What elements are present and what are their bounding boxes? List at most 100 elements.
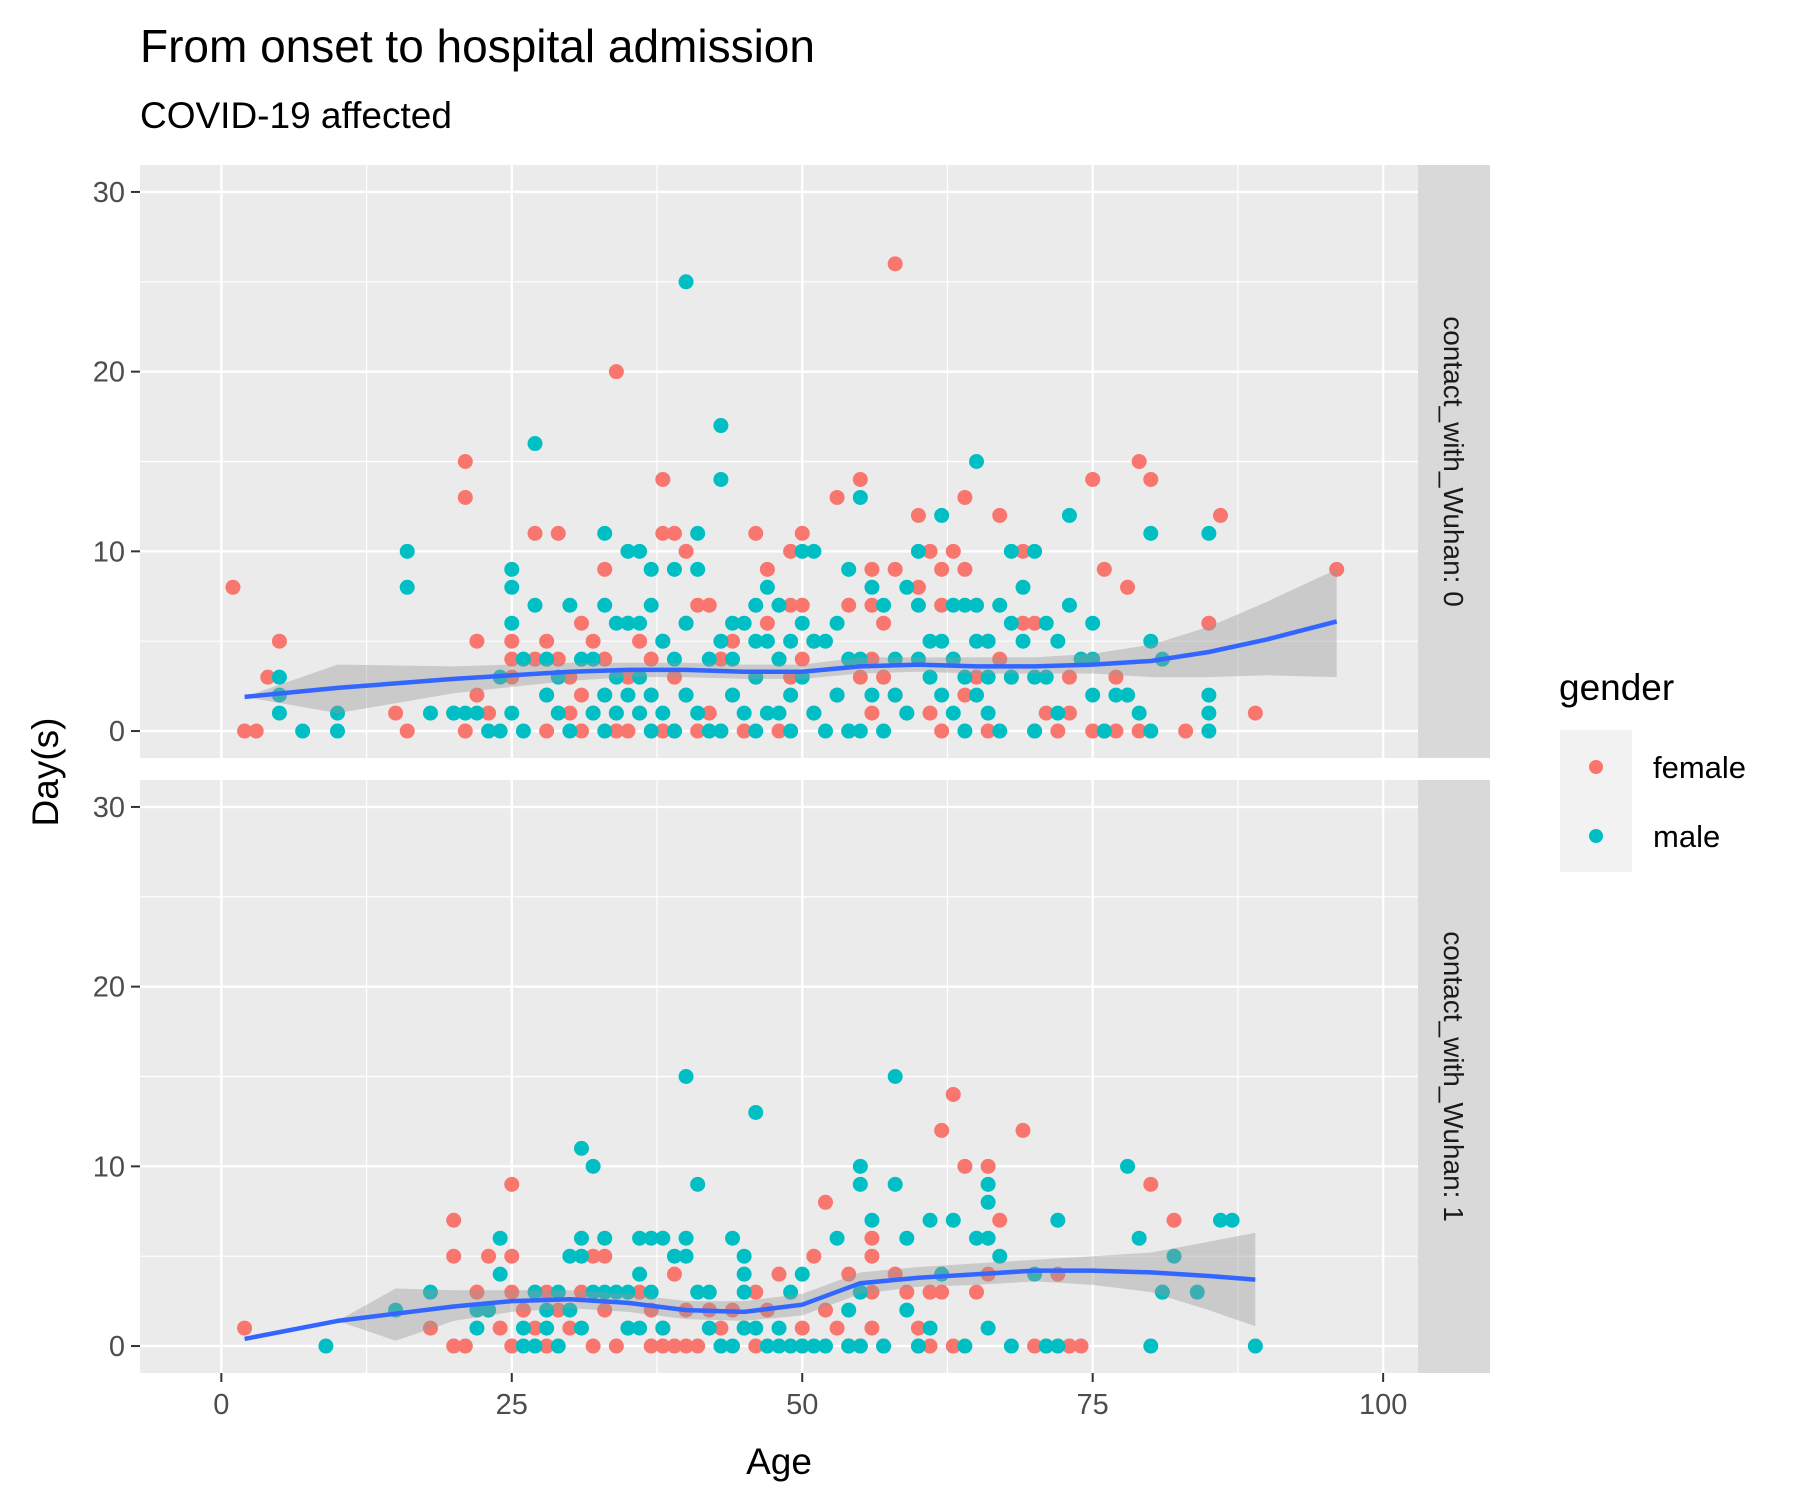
point-male	[725, 615, 741, 631]
point-male	[759, 633, 775, 649]
point-male	[515, 1320, 531, 1336]
point-male	[736, 615, 752, 631]
point-male	[632, 1230, 648, 1246]
point-female	[852, 471, 868, 487]
point-male	[446, 705, 462, 721]
point-male	[1085, 687, 1101, 703]
point-female	[620, 669, 636, 685]
point-male	[655, 1230, 671, 1246]
point-female	[539, 723, 555, 739]
point-male	[597, 525, 613, 541]
y-tick-label: 10	[93, 536, 125, 568]
point-male	[945, 597, 961, 613]
point-male	[841, 1338, 857, 1354]
point-male	[632, 543, 648, 559]
panel-0: 0 10 20 30 contact_with_Wuhan: 0	[93, 165, 1490, 758]
point-male	[608, 615, 624, 631]
point-male	[573, 1320, 589, 1336]
point-male	[492, 1230, 508, 1246]
point-female	[817, 1302, 833, 1318]
point-female	[399, 723, 415, 739]
point-male	[713, 418, 729, 434]
point-female	[446, 1212, 462, 1228]
point-female	[957, 1158, 973, 1174]
point-female	[1212, 507, 1228, 523]
point-female	[969, 1284, 985, 1300]
point-male	[1189, 1284, 1205, 1300]
point-male	[678, 615, 694, 631]
point-male	[550, 1338, 566, 1354]
point-male	[481, 723, 497, 739]
point-male	[969, 454, 985, 469]
point-male	[515, 651, 531, 667]
point-female	[945, 1338, 961, 1354]
point-female	[1085, 471, 1101, 487]
point-female	[388, 705, 404, 721]
point-female	[1015, 1122, 1031, 1138]
point-male	[539, 651, 555, 667]
point-female	[864, 1320, 880, 1336]
point-male	[701, 651, 717, 667]
point-female	[887, 561, 903, 577]
point-male	[713, 633, 729, 649]
point-male	[678, 1230, 694, 1246]
point-male	[748, 633, 764, 649]
point-female	[597, 1248, 613, 1264]
point-male	[1212, 1212, 1228, 1228]
point-female	[713, 651, 729, 667]
point-male	[678, 1248, 694, 1264]
point-male	[620, 1284, 636, 1300]
point-male	[829, 687, 845, 703]
point-female	[1061, 705, 1077, 721]
point-female	[492, 1320, 508, 1336]
point-female	[980, 1158, 996, 1174]
point-male	[1038, 615, 1054, 631]
point-male	[1015, 579, 1031, 595]
point-male	[550, 1284, 566, 1300]
point-male	[632, 669, 648, 685]
point-female	[864, 1248, 880, 1264]
point-female	[829, 489, 845, 505]
point-male	[1050, 1338, 1066, 1354]
point-female	[794, 1320, 810, 1336]
point-male	[1050, 705, 1066, 721]
point-male	[330, 723, 346, 739]
point-female	[550, 525, 566, 541]
point-male	[980, 1176, 996, 1192]
y-tick-label: 0	[109, 1331, 125, 1363]
point-male	[922, 669, 938, 685]
point-female	[864, 1230, 880, 1246]
point-male	[690, 525, 706, 541]
point-male	[852, 1284, 868, 1300]
point-male	[794, 543, 810, 559]
point-female	[457, 1338, 473, 1354]
y-tick-label: 20	[93, 972, 125, 1004]
x-tick-label: 0	[213, 1389, 229, 1421]
point-female	[841, 597, 857, 613]
point-male	[1003, 615, 1019, 631]
point-male	[806, 633, 822, 649]
point-male	[608, 705, 624, 721]
point-male	[597, 687, 613, 703]
point-female	[934, 723, 950, 739]
point-female	[655, 471, 671, 487]
point-male	[690, 1176, 706, 1192]
point-male	[608, 669, 624, 685]
point-male	[980, 705, 996, 721]
point-female	[690, 723, 706, 739]
point-female	[539, 1338, 555, 1354]
point-male	[1143, 723, 1159, 739]
point-female	[876, 615, 892, 631]
point-male	[806, 705, 822, 721]
point-male	[864, 687, 880, 703]
point-female	[748, 1284, 764, 1300]
facet-strip-label: contact_with_Wuhan: 1	[1438, 931, 1469, 1222]
point-female	[655, 1338, 671, 1354]
point-male	[922, 633, 938, 649]
point-female	[550, 1302, 566, 1318]
point-male	[666, 651, 682, 667]
point-female	[934, 1122, 950, 1138]
point-male	[852, 489, 868, 505]
point-male	[1224, 1212, 1240, 1228]
